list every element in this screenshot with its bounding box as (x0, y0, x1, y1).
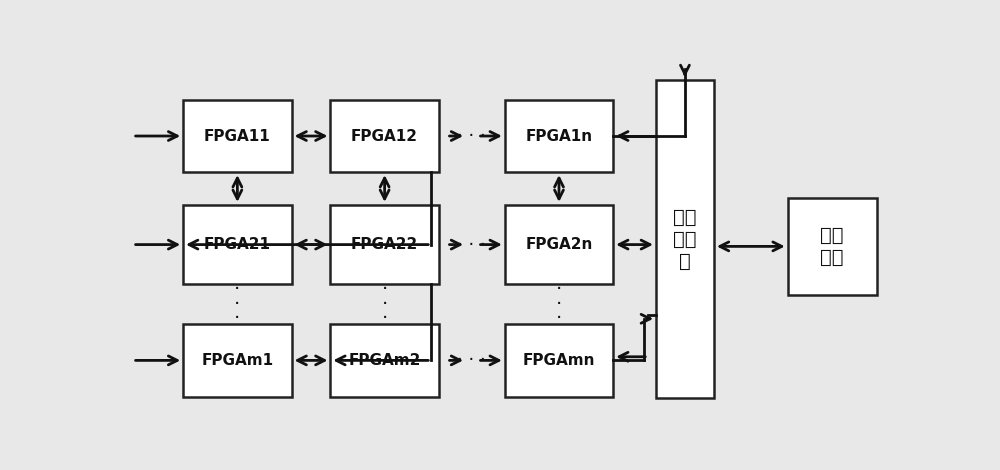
Text: FPGA1n: FPGA1n (525, 128, 593, 143)
Bar (330, 205, 439, 284)
Bar (183, 324, 292, 397)
Text: 通信
模块: 通信 模块 (820, 226, 844, 267)
Bar (656, 80, 714, 399)
Bar (505, 324, 613, 397)
Text: FPGAmn: FPGAmn (523, 353, 595, 368)
Text: ·: · (556, 295, 562, 314)
Text: ·: · (234, 309, 240, 328)
Text: ·: · (556, 280, 562, 299)
Text: ·: · (382, 295, 388, 314)
Text: ·: · (234, 295, 240, 314)
Bar (183, 100, 292, 172)
Bar (505, 205, 613, 284)
Text: ·: · (556, 309, 562, 328)
Text: ·: · (382, 280, 388, 299)
Text: · · ·: · · · (457, 235, 486, 254)
Bar (505, 100, 613, 172)
Bar (330, 100, 439, 172)
Text: FPGA21: FPGA21 (204, 237, 271, 252)
Text: · · ·: · · · (457, 352, 486, 369)
Text: FPGAm2: FPGAm2 (348, 353, 421, 368)
Text: ·: · (234, 280, 240, 299)
Text: · · ·: · · · (457, 127, 486, 145)
Bar (183, 205, 292, 284)
Text: FPGA11: FPGA11 (204, 128, 271, 143)
Text: 多路
选择
器: 多路 选择 器 (673, 208, 697, 271)
Text: FPGA12: FPGA12 (351, 128, 418, 143)
Bar (330, 324, 439, 397)
Text: FPGAm1: FPGAm1 (201, 353, 273, 368)
Text: FPGA2n: FPGA2n (525, 237, 593, 252)
Text: FPGA22: FPGA22 (351, 237, 418, 252)
Bar (788, 197, 877, 295)
Text: ·: · (382, 309, 388, 328)
